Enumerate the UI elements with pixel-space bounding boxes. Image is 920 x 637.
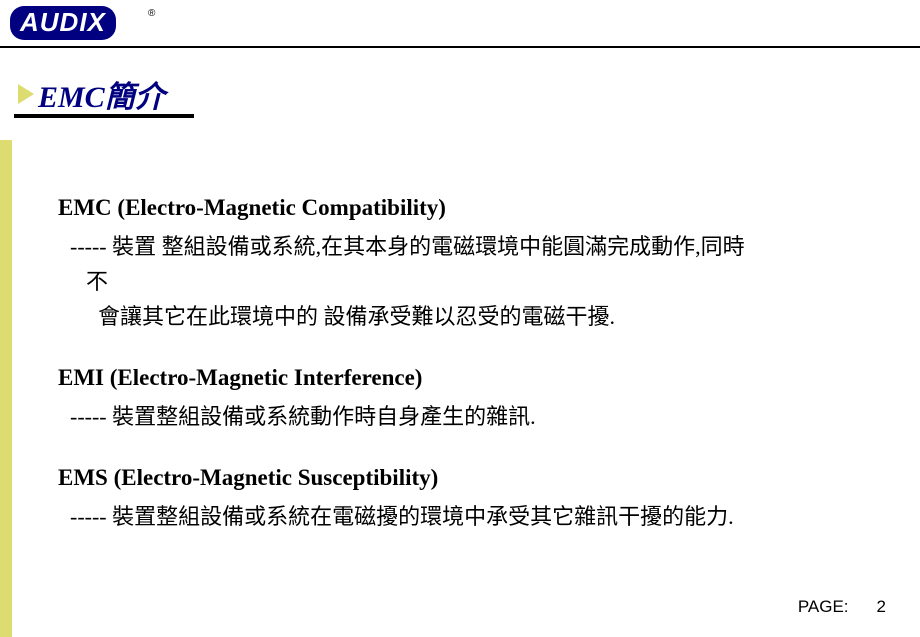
section-emc: EMC (Electro-Magnetic Compatibility) ---… xyxy=(58,190,888,334)
page-value: 2 xyxy=(877,597,886,616)
section-body-line: ----- 裝置整組設備或系統動作時自身產生的雜訊. xyxy=(70,399,888,434)
logo: AUDIX ® xyxy=(10,6,116,40)
registered-icon: ® xyxy=(148,8,155,19)
page-label: PAGE: xyxy=(798,597,849,616)
content-area: EMC (Electro-Magnetic Compatibility) ---… xyxy=(58,190,888,560)
section-ems: EMS (Electro-Magnetic Susceptibility) --… xyxy=(58,460,888,534)
section-heading: EMI (Electro-Magnetic Interference) xyxy=(58,360,888,397)
page-number: PAGE: 2 xyxy=(798,597,886,617)
section-body-line: 不 xyxy=(86,264,888,299)
left-accent-bar xyxy=(0,140,12,637)
top-divider xyxy=(0,46,920,48)
section-heading: EMC (Electro-Magnetic Compatibility) xyxy=(58,190,888,227)
title-underline xyxy=(14,114,194,118)
section-body-line: 會讓其它在此環境中的 設備承受難以忍受的電磁干擾. xyxy=(98,299,888,334)
logo-text: AUDIX xyxy=(20,7,106,37)
slide-title: EMC簡介 xyxy=(38,72,165,116)
arrow-right-icon xyxy=(18,84,34,104)
section-heading: EMS (Electro-Magnetic Susceptibility) xyxy=(58,460,888,497)
logo-badge: AUDIX xyxy=(10,6,116,40)
section-body-line: ----- 裝置整組設備或系統在電磁擾的環境中承受其它雜訊干擾的能力. xyxy=(70,499,888,534)
slide-title-row: EMC簡介 xyxy=(18,72,165,116)
section-emi: EMI (Electro-Magnetic Interference) ----… xyxy=(58,360,888,434)
section-body-line: ----- 裝置 整組設備或系統,在其本身的電磁環境中能圓滿完成動作,同時 xyxy=(70,229,888,264)
